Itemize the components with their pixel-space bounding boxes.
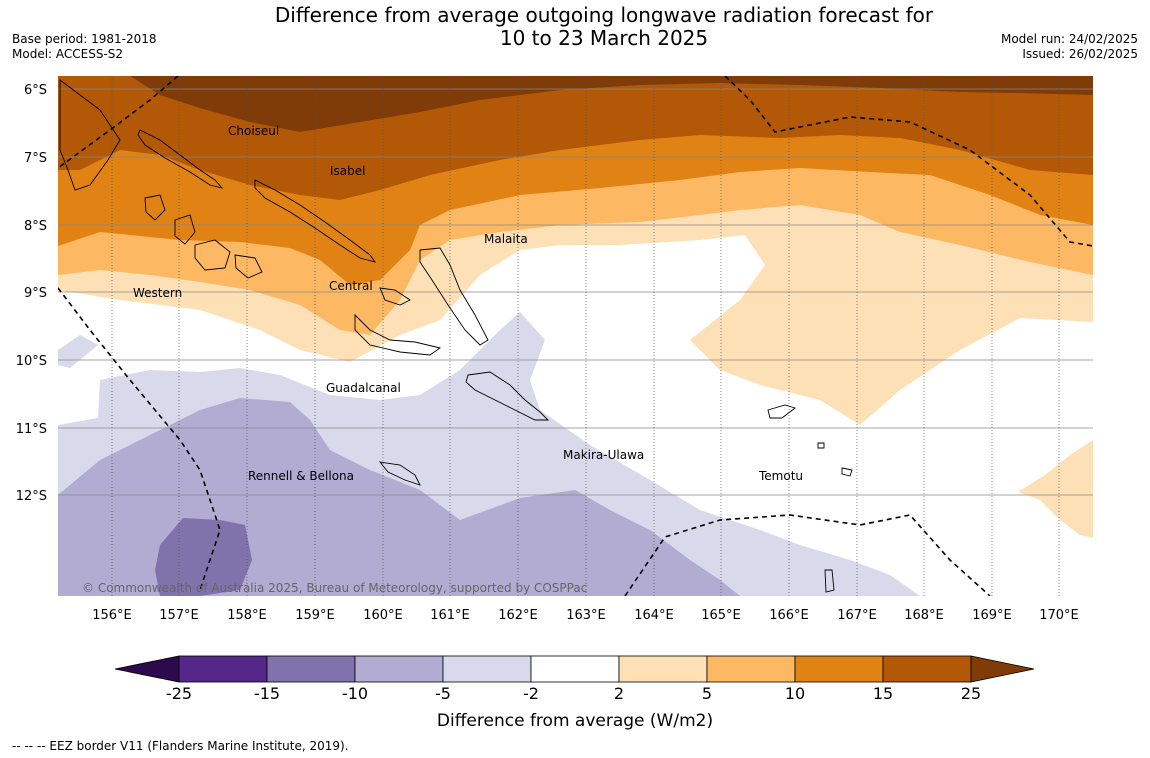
model-text: Model: ACCESS-S2 (12, 47, 124, 61)
lon-tick: 168°E (904, 608, 944, 623)
colorbar-segment (706, 655, 796, 683)
colorbar-segment (530, 655, 620, 683)
region-label-central: Central (329, 279, 373, 293)
map-area: Choiseul Isabel Malaita Western Central … (58, 76, 1093, 596)
lat-tick: 6°S (24, 83, 47, 98)
lon-tick: 162°E (498, 608, 538, 623)
colorbar-tick-label: 15 (873, 684, 893, 703)
lon-tick: 158°E (227, 608, 267, 623)
island-western-4 (234, 254, 263, 279)
lon-tick: 160°E (363, 608, 403, 623)
island-makira (465, 371, 550, 421)
lon-tick: 167°E (837, 608, 877, 623)
lon-tick: 170°E (1039, 608, 1079, 623)
island-western-3 (194, 239, 231, 271)
band-minus10-minus15 (155, 518, 252, 596)
gridlines (58, 76, 1093, 596)
colorbar-segment (354, 655, 444, 683)
colorbar-segment (266, 655, 356, 683)
colorbar-tick-label: -25 (166, 684, 192, 703)
issued-text: Issued: 26/02/2025 (1022, 47, 1138, 61)
lon-tick: 166°E (769, 608, 809, 623)
colorbar-segment (882, 655, 972, 683)
island-nw (59, 79, 121, 191)
lat-tick: 11°S (16, 422, 47, 437)
colorbar-tick-label: 2 (614, 684, 624, 703)
region-label-rennell-bellona: Rennell & Bellona (248, 469, 354, 483)
island-rennell (378, 461, 421, 486)
copyright-text: © Commonwealth of Australia 2025, Bureau… (82, 581, 587, 595)
lat-tick: 12°S (16, 489, 47, 504)
island-guadalcanal (354, 313, 442, 356)
meta-right: Model run: 24/02/2025 Issued: 26/02/2025 (1001, 32, 1138, 62)
island-isabel (254, 179, 377, 263)
band-2-5-east (1018, 440, 1093, 538)
region-labels: Choiseul Isabel Malaita Western Central … (133, 124, 803, 483)
lon-tick: 159°E (295, 608, 335, 623)
colorbar-extend-max (970, 655, 1035, 683)
lat-tick: 9°S (24, 286, 47, 301)
lon-tick: 161°E (430, 608, 470, 623)
lon-tick: 164°E (634, 608, 674, 623)
region-label-western: Western (133, 286, 182, 300)
region-label-guadalcanal: Guadalcanal (326, 381, 401, 395)
colorbar-extend-min (114, 655, 180, 683)
eez-legend-note: -- -- -- EEZ border V11 (Flanders Marine… (12, 739, 349, 753)
band-25-plus (130, 76, 1093, 132)
lat-tick: 7°S (24, 151, 47, 166)
lon-tick: 157°E (159, 608, 199, 623)
island-malaita (419, 247, 489, 346)
colorbar-segment (618, 655, 708, 683)
colorbar-tick-label: 25 (961, 684, 981, 703)
lon-tick: 156°E (92, 608, 132, 623)
colorbar-tick-label: -2 (523, 684, 539, 703)
island-temotu-1 (767, 404, 796, 419)
colorbar-segment (442, 655, 532, 683)
region-label-isabel: Isabel (330, 164, 365, 178)
colorbar-segment (794, 655, 884, 683)
island-temotu-2 (841, 467, 853, 477)
base-period-text: Base period: 1981-2018 (12, 32, 157, 46)
title-line-1: Difference from average outgoing longwav… (274, 3, 934, 27)
island-western-1 (144, 194, 166, 221)
island-temotu-3 (817, 442, 825, 449)
chart-title: Difference from average outgoing longwav… (0, 4, 1150, 50)
model-run-text: Model run: 24/02/2025 (1000, 32, 1138, 46)
island-central (379, 287, 411, 306)
lon-tick: 169°E (972, 608, 1012, 623)
lat-tick: 8°S (24, 219, 47, 234)
title-line-2: 10 to 23 March 2025 (499, 26, 709, 50)
colorbar-tick-label: 10 (785, 684, 805, 703)
lon-tick: 165°E (701, 608, 741, 623)
colorbar-tick-label: -5 (435, 684, 451, 703)
lat-ticks: 6°S 7°S 8°S 9°S 10°S 11°S 12°S (16, 83, 47, 504)
region-label-temotu: Temotu (758, 469, 803, 483)
eez-border (58, 76, 1093, 596)
colorbar-tick-label: 5 (702, 684, 712, 703)
lon-ticks: 156°E 157°E 158°E 159°E 160°E 161°E 162°… (92, 608, 1079, 623)
lat-tick: 10°S (16, 354, 47, 369)
island-western-2 (174, 214, 196, 245)
island-choiseul (137, 129, 224, 189)
region-label-makira-ulawa: Makira-Ulawa (563, 448, 644, 462)
meta-left: Base period: 1981-2018 Model: ACCESS-S2 (12, 32, 157, 62)
island-south (824, 569, 835, 593)
colorbar-tick-label: -15 (254, 684, 280, 703)
colorbar: -25 -15 -10 -5 -2 2 5 10 15 25 (114, 655, 1035, 703)
coastlines (59, 79, 853, 593)
colorbar-segment (178, 655, 268, 683)
colorbar-tick-label: -10 (342, 684, 368, 703)
colorbar-title: Difference from average (W/m2) (437, 711, 713, 731)
region-label-malaita: Malaita (484, 232, 528, 246)
region-label-choiseul: Choiseul (228, 124, 279, 138)
lon-tick: 163°E (566, 608, 606, 623)
